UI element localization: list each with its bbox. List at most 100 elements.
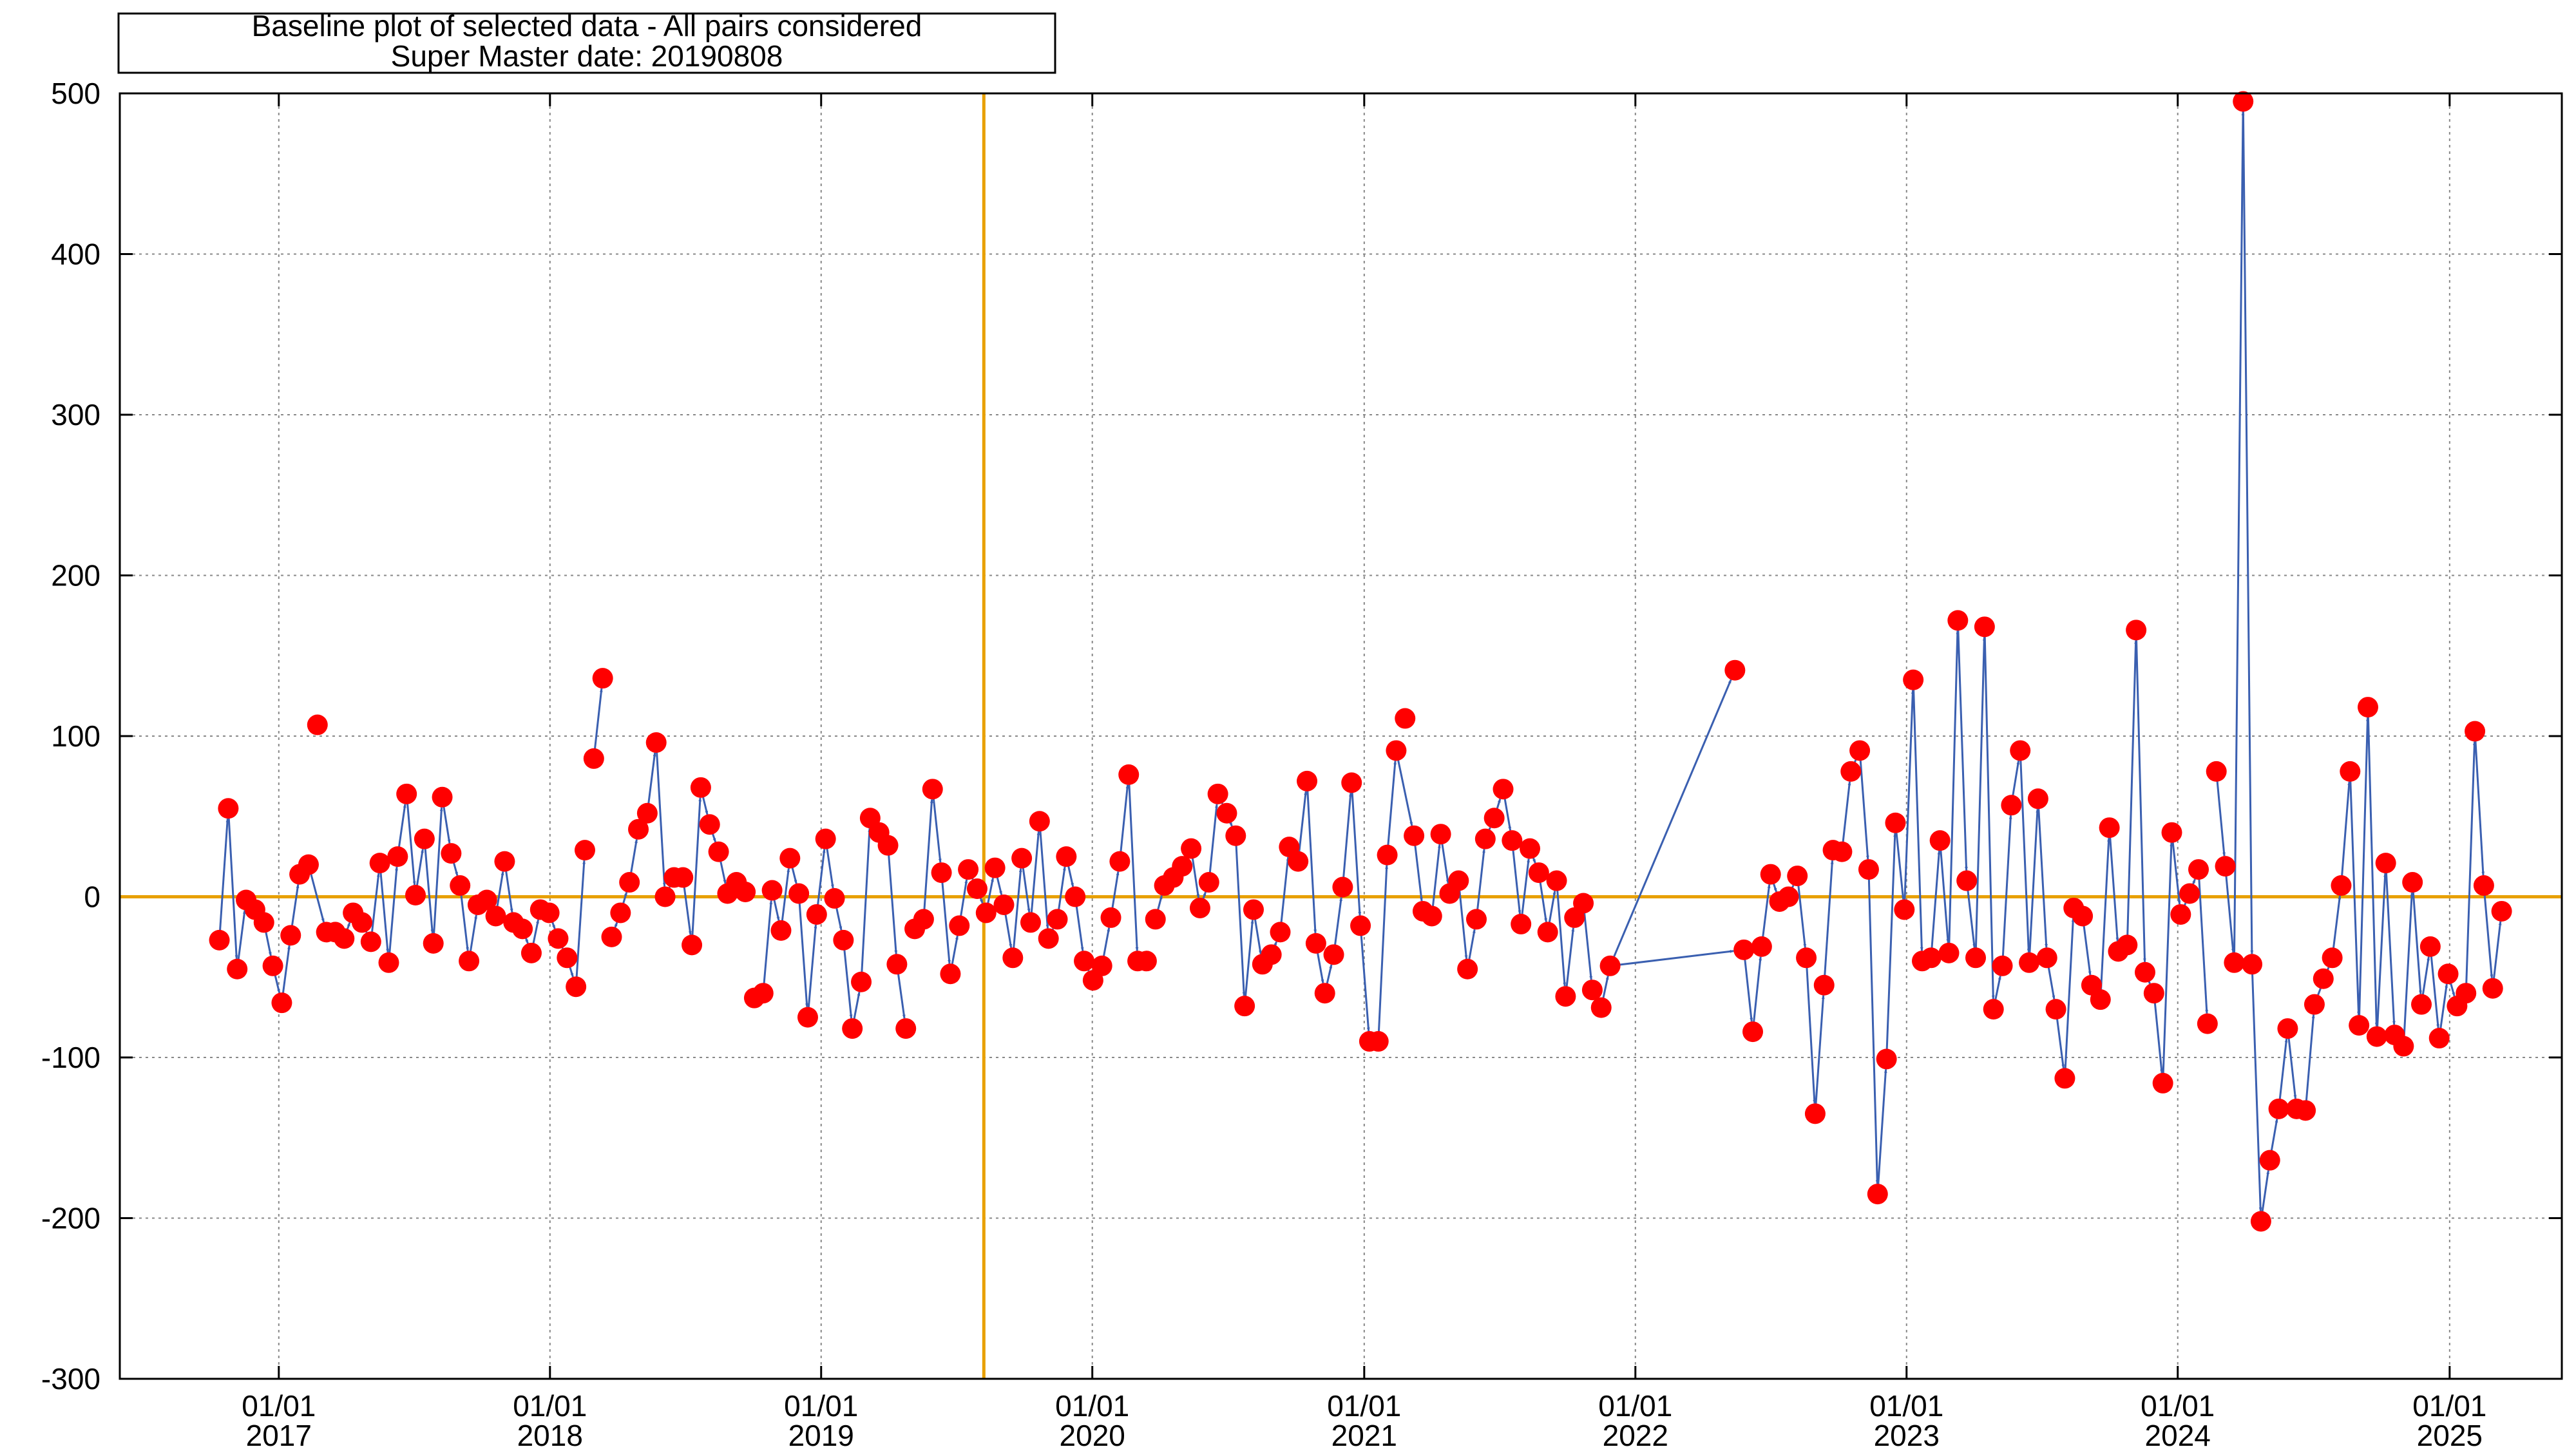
pair-arrow <box>1244 919 1254 1000</box>
pair-arrow <box>2046 963 2056 999</box>
pair-arrow <box>682 883 692 936</box>
pair-arrow <box>2233 111 2245 957</box>
data-point <box>2393 1036 2414 1057</box>
data-point <box>387 846 408 867</box>
pair-arrow <box>2412 888 2422 995</box>
data-point <box>2242 954 2263 975</box>
data-point <box>1216 802 1237 824</box>
data-point <box>673 867 694 888</box>
data-point <box>2322 947 2343 969</box>
data-point <box>2340 761 2361 782</box>
pair-arrow <box>2349 777 2360 1016</box>
pair-arrow <box>2028 808 2039 957</box>
pair-arrow <box>459 891 469 952</box>
data-point <box>2010 740 2031 761</box>
pair-arrow <box>2403 892 2414 1041</box>
data-point <box>1974 616 1995 638</box>
data-point <box>2143 983 2164 1004</box>
data-point <box>824 887 845 909</box>
data-point <box>360 931 381 952</box>
pair-arrow <box>1841 781 1851 846</box>
data-point <box>619 872 640 893</box>
data-point <box>2419 936 2441 957</box>
pair-arrow <box>2251 970 2262 1212</box>
pair-arrow <box>2385 869 2396 1025</box>
data-point <box>2099 817 2120 838</box>
pair-arrow <box>1235 842 1246 996</box>
data-point <box>1787 866 1808 887</box>
data-point <box>2456 983 2477 1004</box>
pair-arrow <box>940 878 951 964</box>
data-point <box>1947 610 1969 631</box>
x-tick-label-top: 01/01 <box>784 1389 858 1423</box>
pair-arrow <box>1254 915 1262 955</box>
data-point <box>761 880 783 901</box>
data-point <box>253 912 274 933</box>
data-point <box>690 777 711 798</box>
data-point <box>1573 893 1594 914</box>
pair-arrow <box>2430 952 2440 1028</box>
pair-arrow <box>1030 831 1040 916</box>
pair-arrow <box>2492 921 2502 983</box>
pair-arrow <box>2011 760 2020 800</box>
pair-arrow <box>1306 787 1317 934</box>
data-point <box>2331 875 2352 896</box>
data-point <box>1920 947 1942 969</box>
data-point <box>2206 761 2227 782</box>
pair-arrow <box>469 914 477 956</box>
data-point <box>2357 697 2378 718</box>
data-point <box>307 714 328 735</box>
pair-arrow <box>2064 918 2075 1072</box>
pair-arrow <box>1191 854 1200 898</box>
data-point <box>548 928 569 949</box>
data-point <box>1323 944 1344 965</box>
data-point <box>1189 897 1210 918</box>
data-point <box>2170 904 2191 925</box>
data-point <box>895 1018 917 1039</box>
pair-arrow <box>2056 1015 2065 1069</box>
pair-arrow <box>861 828 872 976</box>
pair-arrow <box>236 909 246 963</box>
data-point <box>2438 963 2459 985</box>
x-tick-label-bottom: 2017 <box>246 1419 312 1449</box>
pair-arrow <box>1983 632 1995 999</box>
x-tick-label-bottom: 2019 <box>788 1419 854 1449</box>
data-point <box>708 841 729 862</box>
pair-arrow <box>1939 846 1950 943</box>
pair-arrow <box>1128 781 1139 951</box>
pair-arrow <box>1119 784 1129 856</box>
pair-arrow <box>2082 922 2092 976</box>
pair-arrow <box>1859 756 1869 860</box>
data-point <box>432 786 453 808</box>
pair-arrow <box>1377 865 1388 1036</box>
data-point <box>984 857 1006 878</box>
data-point <box>654 886 676 907</box>
data-point <box>2027 788 2048 810</box>
pair-arrow <box>424 845 434 934</box>
data-point <box>2411 994 2432 1015</box>
data-point <box>2366 1026 2387 1047</box>
data-point <box>966 878 987 900</box>
pair-arrow <box>1948 630 1960 947</box>
data-point <box>1395 708 1416 729</box>
data-point <box>520 942 542 963</box>
pair-arrow <box>2260 1170 2270 1216</box>
data-point <box>958 859 979 880</box>
data-point <box>218 798 239 819</box>
pair-arrow <box>835 904 843 931</box>
data-point <box>1804 1103 1826 1124</box>
data-point <box>788 883 810 904</box>
data-point <box>2491 900 2512 922</box>
y-tick-label: -100 <box>41 1041 100 1074</box>
data-point <box>1885 812 1906 833</box>
pair-arrow <box>1601 975 1609 1002</box>
pair-arrow <box>1931 850 1941 952</box>
pair-arrow <box>1556 887 1567 987</box>
data-point <box>2161 822 2182 843</box>
data-point <box>378 952 399 973</box>
pair-arrow <box>1966 886 1976 949</box>
x-tick-label-top: 01/01 <box>1869 1389 1943 1423</box>
data-point <box>1065 886 1086 907</box>
pair-arrow <box>1761 884 1771 941</box>
data-point <box>2152 1072 2173 1094</box>
